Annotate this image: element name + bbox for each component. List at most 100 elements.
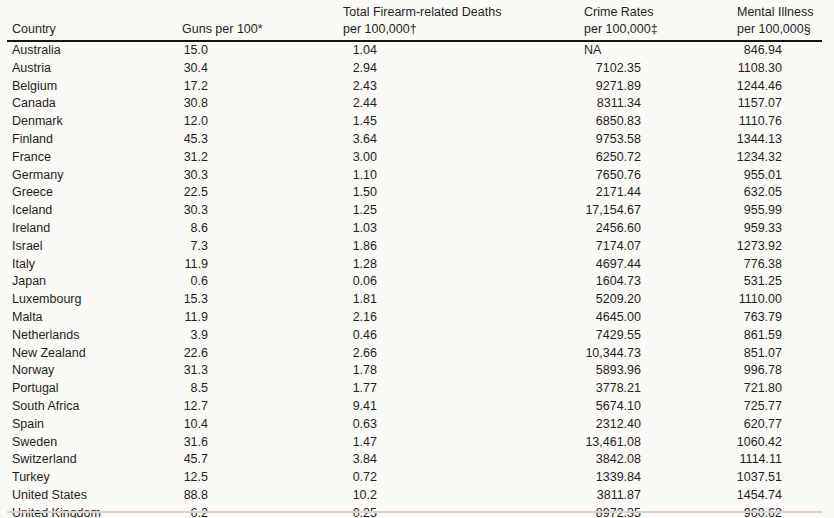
cell-firearm-deaths: 2.66 bbox=[341, 345, 582, 363]
cell-country: Belgium bbox=[7, 78, 180, 96]
cell-firearm-deaths: 1.03 bbox=[341, 220, 582, 238]
cell-guns-per-100: 10.4 bbox=[180, 416, 341, 434]
col-header-firearm-deaths-line2: per 100,000† bbox=[343, 21, 582, 38]
cell-guns-per-100: 3.9 bbox=[180, 327, 341, 345]
cell-guns-per-100: 45.7 bbox=[180, 451, 341, 469]
cell-country: France bbox=[7, 149, 180, 167]
table-row: Iceland30.31.2517,154.67955.99 bbox=[7, 202, 822, 220]
cell-mental-illness: 1060.42 bbox=[735, 434, 822, 452]
table-row: Turkey12.50.721339.841037.51 bbox=[7, 469, 822, 487]
table-row: Norway31.31.785893.96996.78 bbox=[7, 362, 822, 380]
cell-country: Norway bbox=[7, 362, 180, 380]
cell-firearm-deaths: 1.86 bbox=[341, 238, 582, 256]
cell-guns-per-100: 31.6 bbox=[180, 434, 341, 452]
cell-firearm-deaths: 1.47 bbox=[341, 434, 582, 452]
cell-firearm-deaths: 0.46 bbox=[341, 327, 582, 345]
cell-firearm-deaths: 0.06 bbox=[341, 273, 582, 291]
cell-crime-rate: 5209.20 bbox=[582, 291, 735, 309]
table-row: Sweden31.61.4713,461.081060.42 bbox=[7, 434, 822, 452]
cell-guns-per-100: 11.9 bbox=[180, 256, 341, 274]
cell-crime-rate: 2171.44 bbox=[582, 184, 735, 202]
cell-firearm-deaths: 1.78 bbox=[341, 362, 582, 380]
table-row: France31.23.006250.721234.32 bbox=[7, 149, 822, 167]
cell-country: United States bbox=[7, 487, 180, 505]
table-body: Australia15.01.04NA846.94Austria30.42.94… bbox=[7, 41, 822, 518]
cell-firearm-deaths: 1.28 bbox=[341, 256, 582, 274]
table-row: South Africa12.79.415674.10725.77 bbox=[7, 398, 822, 416]
cell-firearm-deaths: 10.2 bbox=[341, 487, 582, 505]
cell-country: Ireland bbox=[7, 220, 180, 238]
cell-crime-rate: 7429.55 bbox=[582, 327, 735, 345]
col-header-crime-rates-line1: Crime Rates bbox=[584, 4, 735, 21]
cell-country: South Africa bbox=[7, 398, 180, 416]
cell-mental-illness: 846.94 bbox=[735, 41, 822, 60]
cell-guns-per-100: 30.3 bbox=[180, 167, 341, 185]
col-header-firearm-deaths-line1: Total Firearm-related Deaths bbox=[343, 4, 582, 21]
cell-country: Portugal bbox=[7, 380, 180, 398]
cell-crime-rate: 17,154.67 bbox=[582, 202, 735, 220]
cell-firearm-deaths: 1.25 bbox=[341, 202, 582, 220]
cell-country: Finland bbox=[7, 131, 180, 149]
cell-mental-illness: 632.05 bbox=[735, 184, 822, 202]
cell-mental-illness: 851.07 bbox=[735, 345, 822, 363]
cell-guns-per-100: 12.0 bbox=[180, 113, 341, 131]
cell-guns-per-100: 15.0 bbox=[180, 41, 341, 60]
cell-mental-illness: 1114.11 bbox=[735, 451, 822, 469]
cell-country: Malta bbox=[7, 309, 180, 327]
cell-country: Israel bbox=[7, 238, 180, 256]
cell-crime-rate: 5674.10 bbox=[582, 398, 735, 416]
cell-firearm-deaths: 3.00 bbox=[341, 149, 582, 167]
cell-firearm-deaths: 3.84 bbox=[341, 451, 582, 469]
cell-guns-per-100: 22.6 bbox=[180, 345, 341, 363]
cell-guns-per-100: 8.5 bbox=[180, 380, 341, 398]
cell-country: Turkey bbox=[7, 469, 180, 487]
cell-crime-rate: 13,461.08 bbox=[582, 434, 735, 452]
cell-mental-illness: 1234.32 bbox=[735, 149, 822, 167]
cell-country: Netherlands bbox=[7, 327, 180, 345]
cell-country: Canada bbox=[7, 95, 180, 113]
table-row: Switzerland45.73.843842.081114.11 bbox=[7, 451, 822, 469]
cell-country: Austria bbox=[7, 60, 180, 78]
cell-guns-per-100: 31.2 bbox=[180, 149, 341, 167]
col-header-country: Country bbox=[7, 0, 180, 41]
document-page: Country Guns per 100* Total Firearm-rela… bbox=[0, 0, 834, 518]
cell-firearm-deaths: 2.44 bbox=[341, 95, 582, 113]
cell-guns-per-100: 7.3 bbox=[180, 238, 341, 256]
cell-country: Japan bbox=[7, 273, 180, 291]
table-header: Country Guns per 100* Total Firearm-rela… bbox=[7, 0, 822, 41]
cell-firearm-deaths: 1.81 bbox=[341, 291, 582, 309]
cell-mental-illness: 996.78 bbox=[735, 362, 822, 380]
cell-country: Australia bbox=[7, 41, 180, 60]
cell-firearm-deaths: 1.10 bbox=[341, 167, 582, 185]
header-row: Country Guns per 100* Total Firearm-rela… bbox=[7, 0, 822, 41]
cell-crime-rate: 3842.08 bbox=[582, 451, 735, 469]
table-row: New Zealand22.62.6610,344.73851.07 bbox=[7, 345, 822, 363]
col-header-mental-illness-line1: Mental Illness bbox=[737, 4, 822, 21]
cell-mental-illness: 725.77 bbox=[735, 398, 822, 416]
table-bottom-rule bbox=[7, 511, 822, 513]
cell-guns-per-100: 31.3 bbox=[180, 362, 341, 380]
cell-crime-rate: 1604.73 bbox=[582, 273, 735, 291]
table-row: United States88.810.23811.871454.74 bbox=[7, 487, 822, 505]
table-row: Luxembourg15.31.815209.201110.00 bbox=[7, 291, 822, 309]
cell-guns-per-100: 30.4 bbox=[180, 60, 341, 78]
cell-country: New Zealand bbox=[7, 345, 180, 363]
table-row: Belgium17.22.439271.891244.46 bbox=[7, 78, 822, 96]
cell-country: Switzerland bbox=[7, 451, 180, 469]
cell-crime-rate: 1339.84 bbox=[582, 469, 735, 487]
cell-mental-illness: 531.25 bbox=[735, 273, 822, 291]
cell-mental-illness: 1344.13 bbox=[735, 131, 822, 149]
cell-crime-rate: 7650.76 bbox=[582, 167, 735, 185]
cell-guns-per-100: 22.5 bbox=[180, 184, 341, 202]
cell-firearm-deaths: 3.64 bbox=[341, 131, 582, 149]
cell-mental-illness: 1454.74 bbox=[735, 487, 822, 505]
table-row: Australia15.01.04NA846.94 bbox=[7, 41, 822, 60]
table-row: Japan0.60.061604.73531.25 bbox=[7, 273, 822, 291]
cell-mental-illness: 763.79 bbox=[735, 309, 822, 327]
cell-guns-per-100: 11.9 bbox=[180, 309, 341, 327]
cell-mental-illness: 620.77 bbox=[735, 416, 822, 434]
cell-crime-rate: 6850.83 bbox=[582, 113, 735, 131]
table-row: Denmark12.01.456850.831110.76 bbox=[7, 113, 822, 131]
col-header-guns-line1 bbox=[182, 4, 341, 21]
cell-country: Iceland bbox=[7, 202, 180, 220]
